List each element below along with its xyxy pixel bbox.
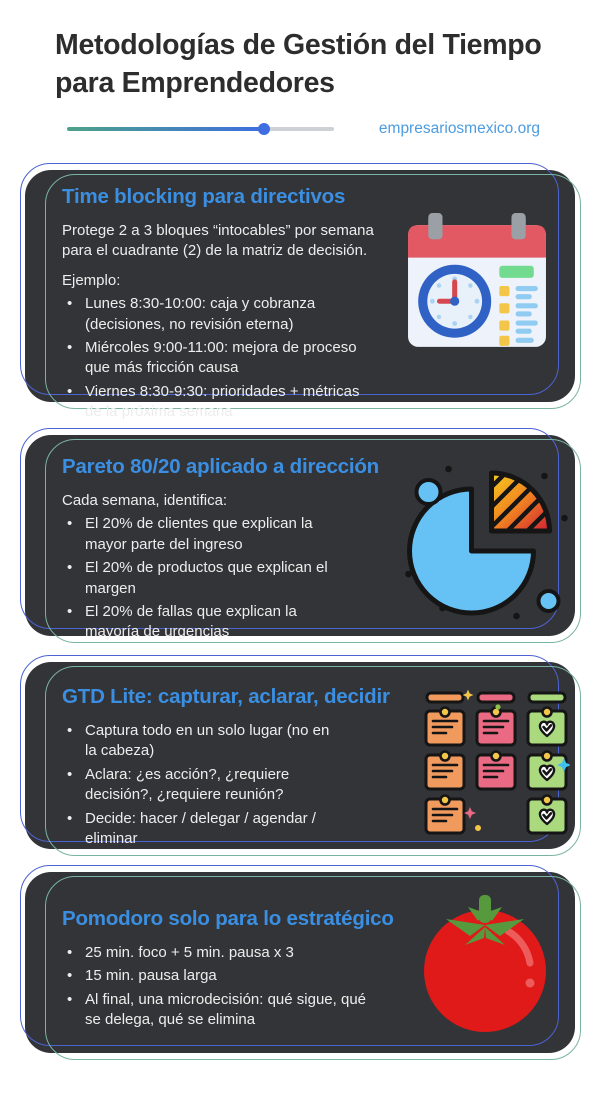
bullet-item: Al final, una microdecisión: qué sigue, … <box>62 990 370 1031</box>
bullet-item: Aclara: ¿es acción?, ¿requiere decisión?… <box>62 765 335 806</box>
card-subtitle: Cada semana, identifica: <box>62 492 228 509</box>
bullet-list: 25 min. foco + 5 min. pausa x 3 15 min. … <box>62 943 406 1031</box>
bullet-list: Lunes 8:30-10:00: caja y cobranza (decis… <box>62 294 406 422</box>
card-intro: Protege 2 a 3 bloques “intocables” por s… <box>62 222 374 260</box>
card-gtd-lite: GTD Lite: capturar, aclarar, decidir Cap… <box>18 655 581 857</box>
card-title: Time blocking para directivos <box>62 185 346 208</box>
divider-dot <box>258 123 270 135</box>
site-url-link[interactable]: empresariosmexico.org <box>378 120 540 137</box>
bullet-item: El 20% de clientes que explican la mayor… <box>62 514 330 555</box>
pie-chart-icon <box>405 465 568 620</box>
bullet-item: 15 min. pausa larga <box>62 966 370 987</box>
card-title: Pomodoro solo para lo estratégico <box>62 907 394 930</box>
card-title: GTD Lite: capturar, aclarar, decidir <box>62 685 390 708</box>
bullet-item: Decide: hacer / delegar / agendar / elim… <box>62 809 335 850</box>
bullet-item: El 20% de fallas que explican la mayoría… <box>62 602 330 643</box>
calendar-clock-icon <box>408 213 546 347</box>
card-content: Pareto 80/20 aplicado a dirección Cada s… <box>62 455 406 646</box>
sticky-notes-board-icon <box>424 689 570 835</box>
bullet-item: El 20% de productos que explican el marg… <box>62 558 330 599</box>
card-content: Time blocking para directivos Protege 2 … <box>62 185 406 426</box>
bullet-list: El 20% de clientes que explican la mayor… <box>62 514 406 642</box>
card-outline-blue <box>20 865 559 1046</box>
card-outline-teal <box>45 666 581 856</box>
card-content: GTD Lite: capturar, aclarar, decidir Cap… <box>62 685 406 852</box>
card-outline-teal <box>45 876 581 1060</box>
card-content: Pomodoro solo para lo estratégico 25 min… <box>62 907 406 1034</box>
bullet-item: Captura todo en un solo lugar (no en la … <box>62 721 335 762</box>
card-subtitle: Ejemplo: <box>62 271 121 289</box>
bullet-item: 25 min. foco + 5 min. pausa x 3 <box>62 943 370 964</box>
card-time-blocking: Time blocking para directivos Protege 2 … <box>18 163 581 420</box>
card-pomodoro: Pomodoro solo para lo estratégico 25 min… <box>18 865 581 1061</box>
bullet-item: Viernes 8:30-9:30: prioridades + métrica… <box>62 382 380 423</box>
tomato-icon <box>424 895 546 1032</box>
bullet-item: Lunes 8:30-10:00: caja y cobranza (decis… <box>62 294 380 335</box>
divider-gray-line <box>264 127 334 131</box>
bullet-list: Captura todo en un solo lugar (no en la … <box>62 721 406 849</box>
page-title: Metodologías de Gestión del Tiempo para … <box>55 29 542 99</box>
card-title: Pareto 80/20 aplicado a dirección <box>62 455 379 478</box>
card-pareto: Pareto 80/20 aplicado a dirección Cada s… <box>18 428 581 644</box>
bullet-item: Miércoles 9:00-11:00: mejora de proceso … <box>62 338 380 379</box>
divider-gradient-line <box>67 127 264 131</box>
